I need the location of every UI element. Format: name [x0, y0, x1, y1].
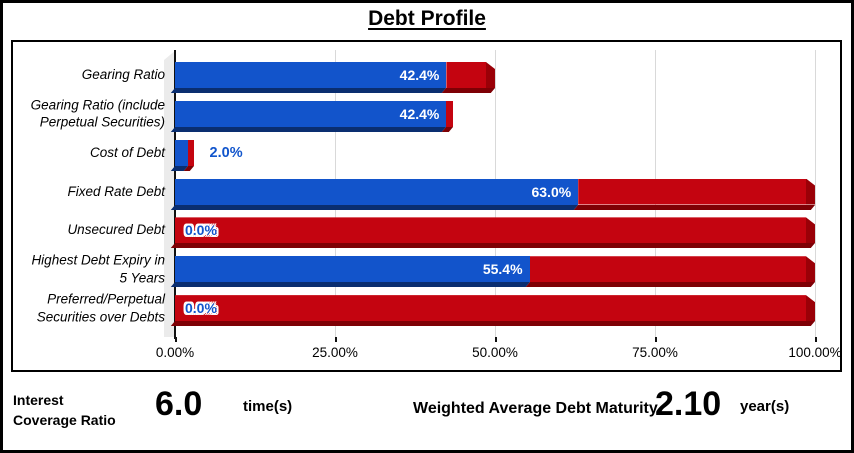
bar-blue-segment — [175, 256, 530, 283]
bar-blue-bevel — [170, 282, 530, 288]
interest-coverage-ratio-unit: time(s) — [243, 398, 293, 415]
bar-red-bevel — [442, 126, 454, 132]
chart-title: Debt Profile — [368, 7, 486, 30]
category-label: Gearing Ratio (include Perpetual Securit… — [30, 97, 165, 130]
bar-red-bevel — [170, 243, 815, 249]
x-tick-25 — [335, 337, 337, 342]
bar-red-segment — [187, 139, 194, 166]
bar-blue-bevel — [170, 126, 447, 132]
bar-blue-segment — [175, 100, 447, 127]
category-label: Gearing Ratio — [81, 67, 165, 83]
x-tick-50 — [495, 337, 497, 342]
x-tick-100 — [815, 337, 817, 342]
chart-plot-area: 42.4% 42.4% 2.0% 63.0% 0.0% 55.4% 0.0% Gearing… — [11, 40, 842, 372]
category-label: Unsecured Debt — [67, 222, 165, 238]
interest-coverage-ratio-label: Interest Coverage Ratio — [13, 392, 116, 429]
bar-blue-bevel — [170, 204, 579, 210]
bar-red-segment — [530, 256, 815, 282]
bar-red-segment — [446, 100, 454, 127]
bar-red-bevel — [573, 204, 815, 210]
bar-red-bevel — [525, 282, 815, 288]
bar-blue-segment — [175, 178, 579, 205]
category-label: Preferred/Perpetual Securities over Debt… — [36, 291, 165, 325]
weighted-avg-debt-maturity-unit: year(s) — [740, 398, 790, 415]
bar-value-label: 42.4% — [399, 67, 440, 83]
bar-value-label: 0.0% — [185, 300, 217, 317]
bar-value-label: 63.0% — [531, 183, 572, 200]
bar-blue-segment — [175, 62, 447, 88]
x-tick-label: 25.00% — [312, 345, 358, 360]
axis-3d-wall — [164, 50, 176, 337]
weighted-avg-debt-maturity-label: Weighted Average Debt Maturity — [413, 400, 658, 417]
interest-coverage-ratio-value: 6.0 — [155, 385, 203, 423]
bar-red-segment — [446, 62, 495, 88]
bar-blue-bevel — [170, 88, 447, 93]
category-label: Cost of Debt — [89, 144, 165, 160]
bar-value-label: 55.4% — [482, 261, 523, 278]
category-label: Highest Debt Expiry in 5 Years — [31, 252, 165, 286]
bar-red-bevel — [170, 321, 815, 327]
x-tick-label: 50.00% — [472, 345, 518, 360]
bar-value-label: 2.0% — [209, 144, 243, 161]
bar-red-segment — [578, 179, 815, 205]
bar-red-segment — [175, 295, 815, 321]
bar-value-label: 42.4% — [399, 105, 440, 122]
category-label: Fixed Rate Debt — [67, 183, 165, 199]
bar-red-bevel — [442, 88, 495, 93]
gridline-100 — [815, 50, 816, 337]
x-tick-0 — [175, 337, 177, 342]
metrics-footer: Interest Coverage Ratio 6.0 time(s) Weig… — [3, 373, 851, 450]
bar-red-segment — [175, 217, 815, 243]
x-tick-75 — [655, 337, 657, 342]
x-tick-label: 0.00% — [155, 345, 195, 360]
bar-value-label: 0.0% — [185, 222, 217, 239]
bar-blue-segment — [175, 139, 188, 166]
x-tick-label: 75.00% — [632, 345, 678, 360]
x-tick-label: 100.00% — [788, 345, 842, 360]
weighted-avg-debt-maturity-value: 2.10 — [655, 385, 722, 423]
